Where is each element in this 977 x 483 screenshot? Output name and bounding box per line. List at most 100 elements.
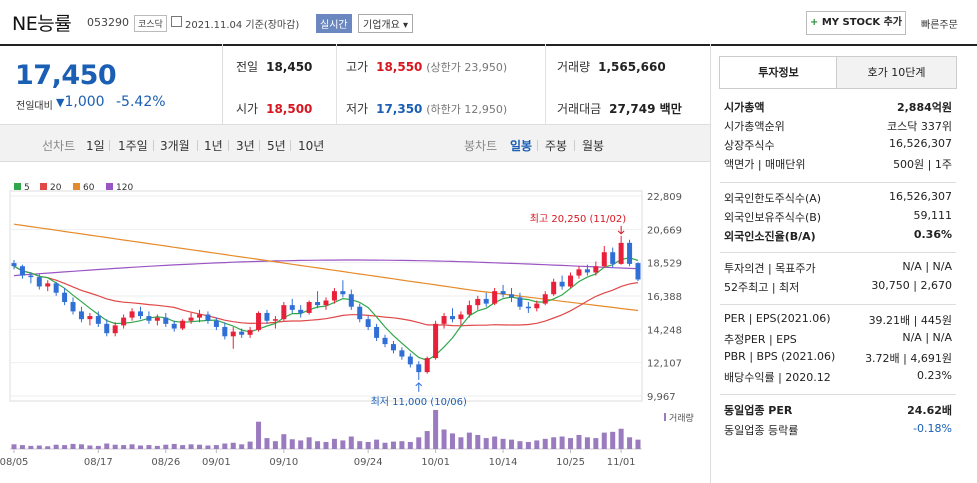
change-percent: -5.42%: [116, 94, 166, 110]
volume-bar: [264, 438, 270, 449]
volume-bar: [492, 436, 498, 449]
period-5y[interactable]: 5년: [267, 139, 286, 153]
x-tick-label: 09/01: [202, 457, 231, 468]
add-my-stock-button[interactable]: + MY STOCK 추가: [806, 11, 906, 35]
market-badge: 코스닥: [134, 15, 167, 32]
info-value: 3.72배 | 4,691원: [865, 352, 952, 365]
candle-weekly[interactable]: 주봉: [545, 139, 568, 153]
tab-hoga[interactable]: 호가 10단계: [836, 56, 957, 89]
amount-value: 27,749 백만: [609, 102, 682, 116]
info-value: 500원 | 1주: [893, 158, 952, 171]
period-1w[interactable]: 1주일: [118, 139, 148, 153]
candle-monthly[interactable]: 월봉: [582, 139, 605, 153]
info-row: 투자의견 | 목표주가 N/A | N/A: [724, 260, 952, 276]
period-divider: [259, 140, 260, 151]
volume-bar: [19, 445, 25, 449]
volume-bar: [601, 432, 607, 449]
info-row: 외국인보유주식수(B) 59,111: [724, 209, 952, 225]
volume-bar: [618, 428, 624, 449]
candle-body: [365, 319, 371, 327]
info-label: PER | EPS(2021.06): [724, 312, 831, 325]
volume-bar: [584, 437, 590, 449]
info-value: 16,526,307: [889, 190, 952, 203]
candle-body: [180, 320, 186, 329]
volume-bar: [188, 444, 194, 449]
info-value: N/A | N/A: [902, 331, 952, 344]
candle-body: [593, 266, 599, 273]
volume-bar: [104, 443, 110, 449]
volume-bar: [424, 431, 430, 449]
info-value: 24.62배: [907, 404, 952, 417]
volume-bar: [390, 441, 396, 449]
candle-body: [568, 275, 574, 287]
info-value: 59,111: [913, 209, 953, 222]
volume-bar: [416, 437, 422, 449]
quick-order-link[interactable]: 빠른주문: [921, 20, 958, 31]
volume-bar: [433, 410, 439, 449]
candle-body: [433, 323, 439, 359]
stock-code: 053290: [87, 16, 129, 29]
volume-bar: [407, 441, 413, 449]
volume-bar: [458, 437, 464, 449]
add-my-stock-label: MY STOCK 추가: [821, 17, 903, 28]
volume-bar: [87, 445, 93, 449]
x-tick-label: 08/17: [84, 457, 113, 468]
plus-icon: +: [809, 17, 819, 28]
volume-bar: [315, 441, 321, 449]
volume-bar: [298, 440, 304, 449]
volume-bar: [534, 440, 540, 449]
candle-body: [256, 312, 262, 331]
volume-bar: [593, 438, 599, 449]
period-3m[interactable]: 3개월: [160, 139, 190, 153]
volume-label: 거래량: [557, 60, 591, 74]
candle-body: [137, 311, 143, 317]
tab-invest-info[interactable]: 투자정보: [719, 56, 838, 89]
info-value: N/A | N/A: [902, 260, 952, 273]
candle-body: [36, 277, 42, 287]
legend-label: 120: [116, 183, 133, 193]
volume-bar: [551, 437, 557, 449]
period-1y[interactable]: 1년: [204, 139, 223, 153]
candle-chart-label: 봉차트: [464, 139, 498, 153]
candle-body: [407, 356, 413, 365]
candle-body: [416, 364, 422, 373]
candle-body: [247, 330, 253, 335]
x-tick-label: 08/26: [151, 457, 180, 468]
candle-body: [483, 298, 489, 304]
info-row: PBR | BPS (2021.06) 3.72배 | 4,691원: [724, 350, 952, 365]
info-value: 30,750 | 2,670: [871, 279, 952, 292]
period-bar: [0, 125, 710, 162]
candle-body: [230, 331, 236, 337]
period-10y[interactable]: 10년: [298, 139, 325, 153]
company-overview-dropdown[interactable]: 기업개요 ▾: [358, 14, 414, 33]
info-value: 코스닥 337위: [887, 120, 952, 133]
period-3y[interactable]: 3년: [236, 139, 255, 153]
volume-bar: [222, 443, 228, 449]
candle-body: [222, 326, 228, 337]
candle-body: [635, 263, 641, 280]
period-divider: [537, 140, 538, 151]
volume-bar: [78, 444, 84, 449]
candle-body: [424, 358, 430, 373]
candle-body: [104, 323, 110, 334]
period-divider: [228, 140, 229, 151]
info-row: 동일업종 등락률 -0.18%: [724, 422, 952, 438]
amount-label: 거래대금: [557, 102, 602, 116]
realtime-button[interactable]: 실시간: [316, 14, 352, 33]
info-row: 52주최고 | 최저 30,750 | 2,670: [724, 279, 952, 295]
info-divider: [720, 304, 956, 305]
period-1d[interactable]: 1일: [86, 139, 105, 153]
candle-daily[interactable]: 일봉: [510, 139, 533, 153]
volume-bar: [348, 436, 354, 449]
x-tick-label: 09/24: [354, 457, 383, 468]
volume-bar: [374, 439, 380, 449]
candle-body: [129, 311, 135, 318]
prev-close-value: 18,450: [266, 60, 313, 74]
info-row: 외국인한도주식수(A) 16,526,307: [724, 190, 952, 206]
quote-divider: [545, 44, 546, 124]
candle-body: [28, 275, 34, 278]
period-divider: [574, 140, 575, 151]
high-label: 고가: [346, 60, 369, 74]
low-value: 17,350: [376, 102, 423, 116]
trade-amount: 거래대금 27,749 백만: [557, 100, 682, 117]
